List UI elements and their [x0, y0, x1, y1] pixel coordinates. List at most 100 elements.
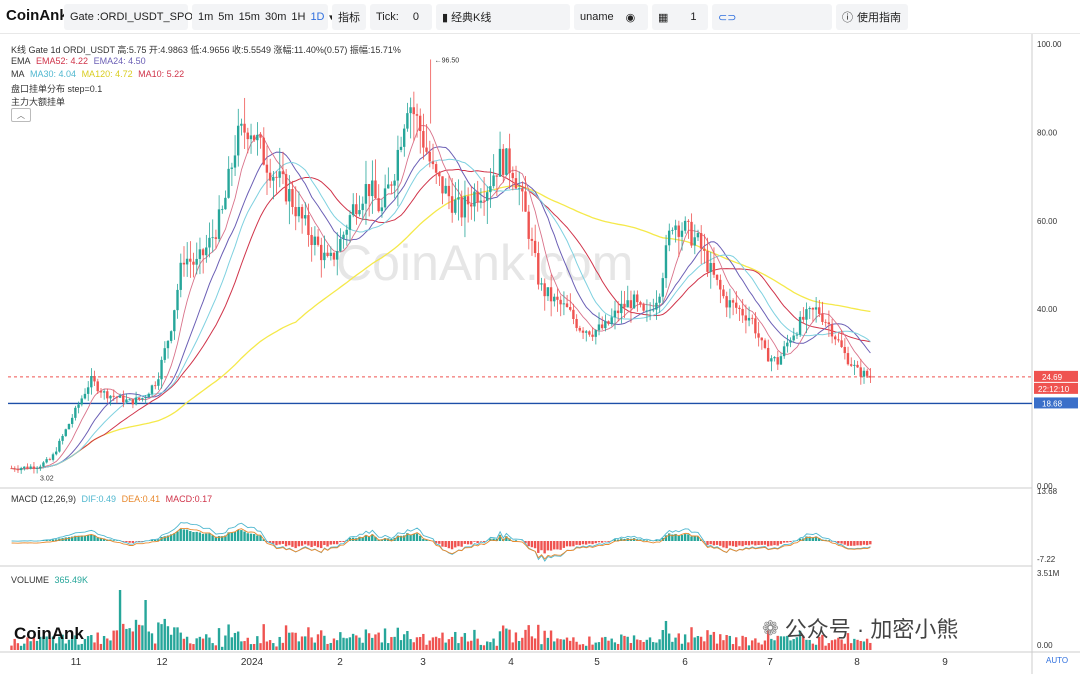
candle-body: [454, 200, 456, 213]
macd-histogram-bar: [333, 541, 335, 544]
candle-body: [13, 468, 15, 469]
link-icon[interactable]: ⊂⊃: [718, 11, 736, 24]
layout-selector[interactable]: ▦ 1: [652, 4, 708, 30]
guide-label: 使用指南: [857, 9, 901, 25]
volume-bar: [183, 639, 185, 650]
interval-selector[interactable]: 1m 5m 15m 30m 1H 1D ▼: [192, 4, 328, 30]
candle-body: [119, 395, 121, 397]
candle-body: [732, 300, 734, 302]
interval-5m[interactable]: 5m: [218, 11, 233, 23]
volume-bar: [553, 641, 555, 650]
link-toggle[interactable]: ⊂⊃: [712, 4, 832, 30]
macd-tick-label: -7.22: [1037, 555, 1056, 564]
bigorders-legend: 主力大额挂单: [11, 95, 65, 108]
candle-body: [285, 174, 287, 201]
macd-histogram-bar: [751, 541, 753, 544]
macd-histogram-bar: [754, 541, 756, 545]
guide-button[interactable]: ⓘ 使用指南: [836, 4, 908, 30]
level-label: 18.68: [1042, 399, 1063, 408]
candle-body: [429, 152, 431, 162]
time-tick-label: 4: [508, 657, 514, 668]
ema-legend: EMA EMA52: 4.22 EMA24: 4.50: [11, 56, 149, 66]
symbol-selector[interactable]: Gate :ORDI_USDT_SPOT: [64, 4, 188, 30]
candle-body: [719, 280, 721, 290]
candle-body: [266, 165, 268, 173]
interval-1h[interactable]: 1H: [291, 11, 305, 23]
macd-histogram-bar: [275, 541, 277, 545]
macd-histogram-bar: [186, 530, 188, 541]
volume-bar: [524, 630, 526, 650]
volume-bar: [384, 628, 386, 650]
tick-value[interactable]: 0: [413, 11, 419, 23]
macd-histogram-bar: [604, 541, 606, 542]
macd-histogram-bar: [125, 541, 127, 542]
interval-15m[interactable]: 15m: [239, 11, 260, 23]
volume-bar: [416, 637, 418, 650]
candle-body: [614, 311, 616, 318]
interval-30m[interactable]: 30m: [265, 11, 286, 23]
candle-body: [221, 209, 223, 210]
macd-histogram-bar: [192, 532, 194, 541]
interval-1d[interactable]: 1D: [310, 11, 324, 23]
chart-type-selector[interactable]: ▮ 经典K线: [436, 4, 570, 30]
volume-bar: [655, 643, 657, 650]
volume-bar: [355, 635, 357, 650]
candle-body: [678, 226, 680, 237]
candle-body: [748, 318, 750, 321]
candle-body: [521, 188, 523, 191]
candle-body: [761, 338, 763, 341]
volume-tick-label: 0.00: [1037, 641, 1053, 650]
macd-histogram-bar: [189, 531, 191, 541]
candle-body: [368, 184, 370, 196]
candle-body: [100, 391, 102, 392]
volume-bar: [547, 638, 549, 650]
macd-histogram-bar: [176, 531, 178, 541]
tick-control[interactable]: Tick: 0: [370, 4, 432, 30]
user-menu[interactable]: uname ◉: [574, 4, 648, 30]
indicators-button[interactable]: 指标: [332, 4, 366, 30]
candle-body: [751, 318, 753, 319]
candle-body: [106, 391, 108, 398]
candle-body: [314, 237, 316, 245]
interval-1m[interactable]: 1m: [198, 11, 213, 23]
macd-histogram-bar: [314, 541, 316, 546]
volume-bar: [611, 639, 613, 650]
macd-histogram-bar: [709, 541, 711, 544]
macd-histogram-bar: [253, 534, 255, 541]
volume-bar: [377, 633, 379, 650]
volume-bar: [741, 636, 743, 650]
candle-body: [339, 239, 341, 251]
macd-histogram-bar: [278, 541, 280, 545]
candle-body: [346, 230, 348, 235]
watermark: CoinAnk.com: [336, 235, 633, 291]
macd-histogram-bar: [298, 541, 300, 546]
volume-bar: [687, 642, 689, 650]
candle-body: [243, 124, 245, 133]
current-price-label: 24.69: [1042, 373, 1063, 382]
auto-scale-button[interactable]: AUTO: [1046, 656, 1068, 665]
candle-body: [65, 429, 67, 436]
candle-body: [863, 371, 865, 377]
candle-body: [164, 348, 166, 360]
macd-value: MACD:0.17: [166, 494, 213, 504]
volume-bar: [815, 645, 817, 650]
macd-histogram-bar: [112, 540, 114, 541]
volume-bar: [119, 590, 121, 650]
volume-bar: [151, 633, 153, 650]
candle-body: [269, 173, 271, 181]
volume-bar: [563, 640, 565, 650]
eye-icon[interactable]: ◉: [626, 11, 636, 24]
candle-body: [518, 188, 520, 189]
collapse-legend-button[interactable]: ︿: [11, 108, 31, 122]
candle-body: [706, 251, 708, 272]
macd-histogram-bar: [684, 534, 686, 541]
macd-histogram-bar: [738, 541, 740, 546]
macd-histogram-bar: [330, 541, 332, 545]
moving-average-lines: [12, 126, 871, 470]
macd-histogram-bar: [783, 541, 785, 543]
macd-histogram-bar: [180, 529, 182, 541]
macd-histogram-bar: [409, 534, 411, 541]
volume-bar: [575, 642, 577, 650]
